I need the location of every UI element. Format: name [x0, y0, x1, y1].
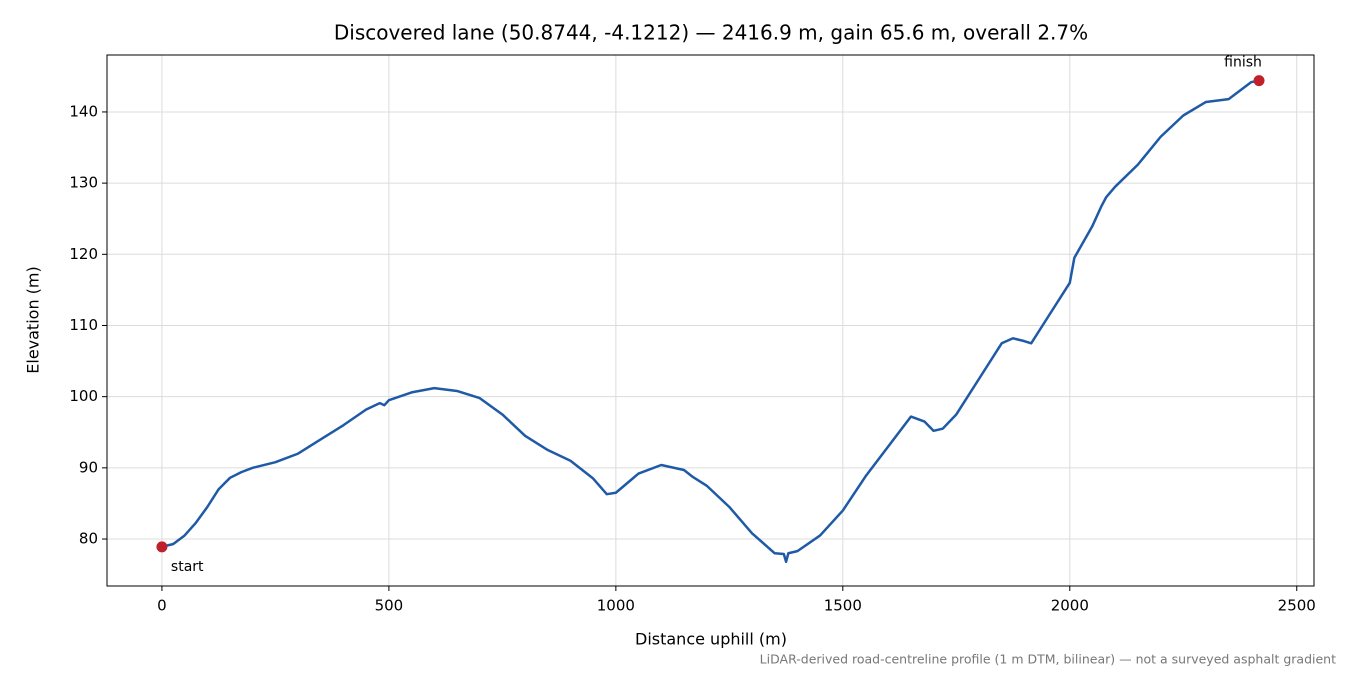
y-tick-label: 90 — [79, 458, 98, 476]
x-tick-label: 0 — [157, 597, 167, 615]
y-tick-label: 80 — [79, 530, 98, 548]
x-tick-label: 500 — [375, 597, 404, 615]
y-tick-label: 120 — [69, 245, 98, 263]
x-axis-label: Distance uphill (m) — [635, 630, 787, 649]
endpoint-label: start — [171, 559, 204, 575]
footnote: LiDAR-derived road-centreline profile (1… — [760, 652, 1336, 667]
elevation-line — [161, 79, 1260, 564]
y-tick-label: 130 — [69, 174, 98, 192]
chart-title: Discovered lane (50.8744, -4.1212) — 241… — [334, 21, 1088, 45]
x-tick-label: 1000 — [597, 597, 635, 615]
endpoint-label: finish — [1224, 55, 1262, 71]
x-tick-label: 2000 — [1051, 597, 1089, 615]
y-tick-label: 140 — [69, 102, 98, 120]
endpoint-marker — [1253, 75, 1265, 87]
x-tick-label: 2500 — [1278, 597, 1316, 615]
y-tick-label: 110 — [69, 316, 98, 334]
x-tick-label: 1500 — [824, 597, 862, 615]
plot-frame — [106, 54, 1315, 587]
y-tick-label: 100 — [69, 387, 98, 405]
y-axis-label: Elevation (m) — [24, 266, 43, 373]
endpoint-marker — [156, 541, 168, 553]
